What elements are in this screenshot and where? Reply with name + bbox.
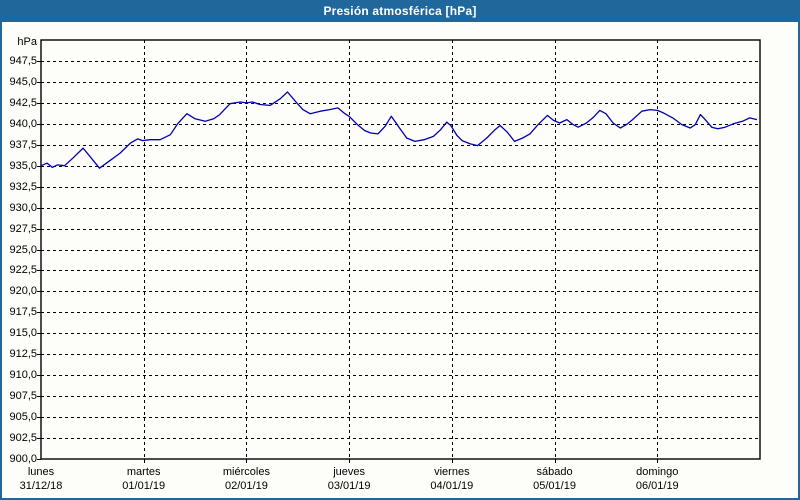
x-axis-label: martes 01/01/19 (89, 465, 199, 493)
x-date-label: 05/01/19 (533, 480, 576, 492)
y-tick-label: 912,5 (9, 347, 37, 360)
pressure-line (40, 91, 758, 169)
x-date-label: 04/01/19 (430, 480, 474, 492)
y-tick-label: 902,5 (9, 431, 37, 444)
x-day-label: jueves (333, 466, 366, 478)
y-tick-label: 910,0 (9, 368, 37, 381)
y-tick-label: 947,5 (9, 54, 37, 67)
chart-title: Presión atmosférica [hPa] (323, 4, 477, 18)
x-day-label: domingo (636, 466, 679, 478)
x-day-label: viernes (434, 466, 470, 478)
x-day-label: martes (126, 466, 161, 478)
y-axis-unit-label: hPa (17, 36, 37, 48)
x-date-label: 06/01/19 (635, 480, 679, 492)
y-tick-label: 915,0 (9, 326, 37, 339)
x-date-label: 01/01/19 (122, 480, 166, 492)
x-day-label: miércoles (222, 466, 270, 478)
y-tick-label: 920,0 (9, 284, 37, 297)
x-date-label: 03/01/19 (327, 480, 371, 492)
y-tick-label: 917,5 (9, 305, 37, 318)
x-axis-label: jueves 03/01/19 (294, 465, 404, 493)
x-day-label: lunes (27, 466, 55, 478)
y-tick-label: 905,0 (9, 410, 37, 423)
y-tick-label: 945,0 (9, 75, 37, 88)
x-day-label: sábado (536, 466, 573, 478)
title-bar: Presión atmosférica [hPa] (0, 0, 800, 22)
y-tick-label: 927,5 (9, 222, 37, 235)
x-axis-label: domingo 06/01/19 (602, 465, 712, 493)
plot-frame (40, 39, 761, 460)
x-axis-label: miércoles 02/01/19 (191, 465, 301, 493)
y-tick-label: 925,0 (9, 243, 37, 256)
x-axis-label: viernes 04/01/19 (397, 465, 507, 493)
x-axis-label: sábado 05/01/19 (500, 465, 610, 493)
x-axis-label: lunes 31/12/18 (0, 465, 96, 493)
x-date-label: 31/12/18 (19, 480, 63, 492)
y-tick-label: 937,5 (9, 138, 37, 151)
y-tick-label: 940,0 (9, 117, 37, 130)
y-tick-label: 930,0 (9, 201, 37, 214)
y-tick-label: 942,5 (9, 96, 37, 109)
x-date-label: 02/01/19 (225, 480, 268, 492)
y-tick-label: 900,0 (9, 452, 37, 465)
y-tick-label: 922,5 (9, 263, 37, 276)
y-tick-label: 935,0 (9, 159, 37, 172)
y-tick-label: 907,5 (9, 389, 37, 402)
y-tick-label: 932,5 (9, 180, 37, 193)
